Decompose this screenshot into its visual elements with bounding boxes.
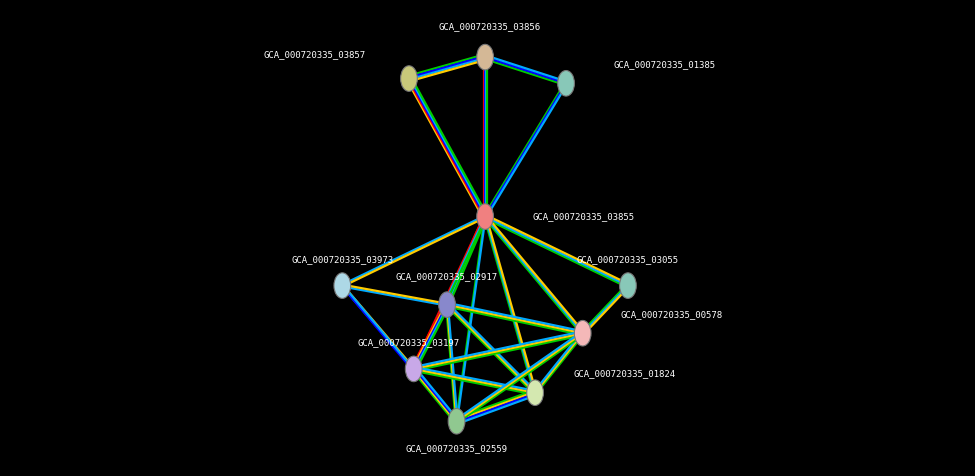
Ellipse shape bbox=[477, 204, 493, 229]
Ellipse shape bbox=[477, 44, 493, 70]
Text: GCA_000720335_01385: GCA_000720335_01385 bbox=[613, 60, 716, 69]
Text: GCA_000720335_02559: GCA_000720335_02559 bbox=[406, 445, 508, 453]
Text: GCA_000720335_03855: GCA_000720335_03855 bbox=[532, 212, 635, 221]
Ellipse shape bbox=[558, 70, 574, 96]
Text: GCA_000720335_03055: GCA_000720335_03055 bbox=[577, 255, 679, 264]
Text: GCA_000720335_03856: GCA_000720335_03856 bbox=[439, 22, 541, 30]
Ellipse shape bbox=[334, 273, 351, 298]
Ellipse shape bbox=[574, 320, 591, 346]
Ellipse shape bbox=[448, 408, 465, 434]
Text: GCA_000720335_03857: GCA_000720335_03857 bbox=[264, 50, 367, 59]
Text: GCA_000720335_03197: GCA_000720335_03197 bbox=[358, 338, 460, 347]
Text: GCA_000720335_02917: GCA_000720335_02917 bbox=[396, 273, 498, 281]
Ellipse shape bbox=[439, 292, 455, 317]
Ellipse shape bbox=[401, 66, 417, 91]
Text: GCA_000720335_00578: GCA_000720335_00578 bbox=[621, 310, 722, 318]
Ellipse shape bbox=[526, 380, 543, 406]
Text: GCA_000720335_01824: GCA_000720335_01824 bbox=[573, 369, 676, 378]
Ellipse shape bbox=[406, 356, 422, 382]
Ellipse shape bbox=[619, 273, 637, 298]
Text: GCA_000720335_03973: GCA_000720335_03973 bbox=[292, 255, 393, 264]
